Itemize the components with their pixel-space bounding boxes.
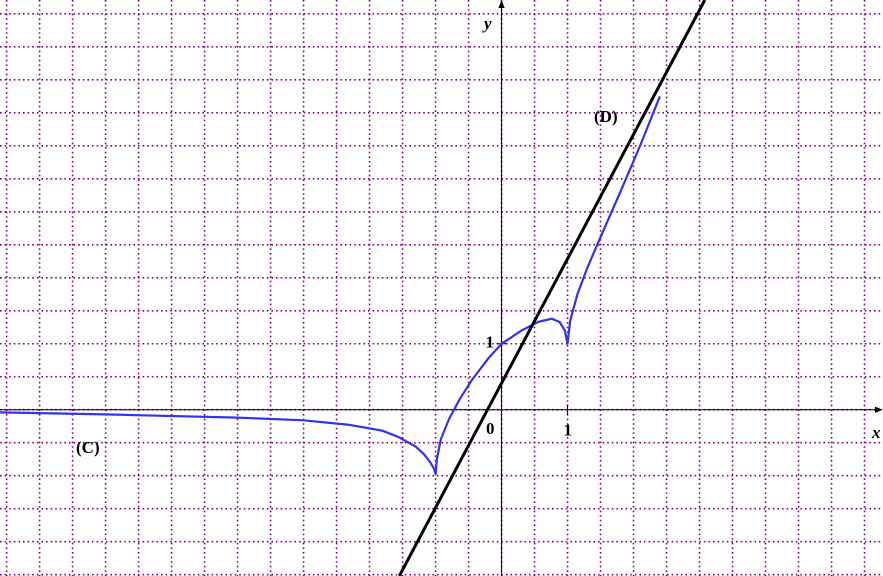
series-label: (C) — [76, 438, 100, 457]
x-axis-label: x — [871, 423, 881, 442]
x-tick-label: 1 — [564, 421, 573, 440]
y-tick-label: 1 — [486, 333, 495, 352]
origin-label: 0 — [486, 419, 495, 438]
curve — [397, 0, 707, 576]
y-axis-label: y — [482, 14, 492, 33]
curve — [0, 95, 661, 476]
series-label: (D) — [594, 107, 618, 126]
